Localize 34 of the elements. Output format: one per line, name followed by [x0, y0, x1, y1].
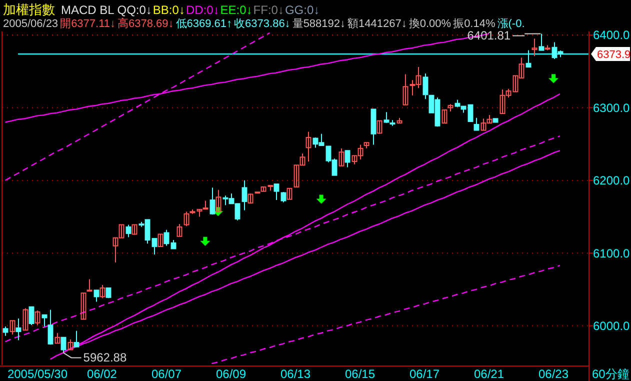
x-tick-label: 2005/05/30: [7, 367, 68, 381]
x-tick-label: 06/13: [280, 367, 311, 381]
annotation: 5962.88: [83, 350, 127, 365]
text: FF:0↓: [253, 3, 284, 17]
text: 低6369.61↑: [176, 18, 232, 30]
ref-line-label: 6373.9: [597, 48, 631, 61]
text: 漲(-0.: [497, 18, 525, 30]
text: 收6373.86↓: [234, 18, 290, 30]
x-axis-title: 60分鐘: [592, 367, 630, 381]
text: 開6377.11↓: [60, 18, 116, 30]
text: 換0.00%: [408, 18, 452, 30]
y-tick-label: 6400.0: [593, 28, 630, 42]
text: DD:0↓: [186, 3, 220, 17]
y-tick-label: 6300.0: [593, 100, 630, 115]
x-tick-label: 06/09: [216, 367, 246, 381]
x-tick-label: 06/21: [474, 367, 504, 381]
text: MACD BL QQ:0↓: [61, 3, 152, 17]
chart-title: 加權指數: [3, 2, 55, 17]
x-tick-label: 06/02: [86, 367, 118, 381]
y-tick-label: 6100.0: [593, 246, 630, 260]
x-tick-label: 06/07: [151, 367, 182, 381]
text: 高6378.69↓: [118, 17, 174, 30]
x-tick-label: 06/23: [538, 367, 569, 381]
x-tick-label: 06/17: [409, 367, 440, 381]
text: 量588192↓: [292, 18, 346, 30]
text: 2005/06/23: [3, 18, 58, 30]
text: BB:0↓: [152, 3, 185, 17]
text: EE:0↓: [220, 3, 252, 17]
y-tick-label: 6200.0: [593, 174, 630, 188]
text: 振0.14%: [453, 18, 496, 30]
y-tick-label: 6000.0: [593, 318, 630, 333]
x-tick-label: 06/15: [344, 367, 376, 381]
text: GG:0↓: [284, 3, 320, 17]
text: 額1441267↓: [348, 17, 407, 30]
